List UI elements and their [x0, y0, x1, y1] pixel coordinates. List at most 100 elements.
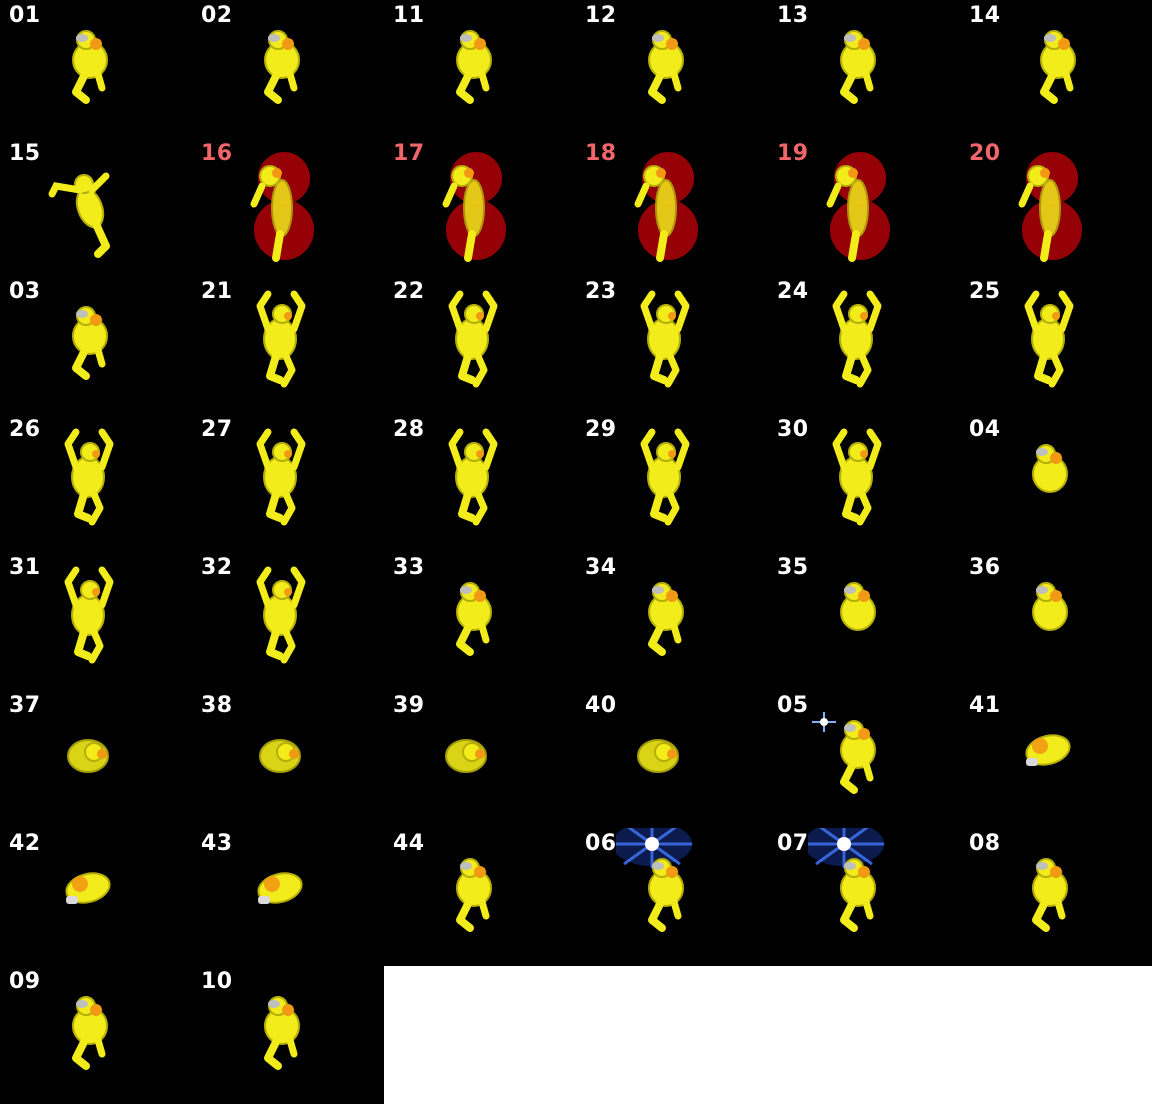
- flash-icon: [616, 828, 692, 868]
- frame-number: 34: [585, 555, 617, 580]
- sprite-frame-icon: [832, 290, 882, 388]
- character-sprite: [1032, 444, 1068, 493]
- character-sprite: [832, 428, 882, 526]
- sprite-frame-icon: [64, 566, 114, 664]
- frame-number: 25: [969, 279, 1001, 304]
- frame-cell: 27: [192, 414, 384, 552]
- sprite-frame-icon: [250, 152, 314, 262]
- frame-number: 41: [969, 693, 1001, 718]
- frame-cell: 02: [192, 0, 384, 138]
- frame-cell: 09: [0, 966, 192, 1104]
- sprite-frame-icon: [648, 30, 684, 104]
- sprite-frame-icon: [456, 582, 492, 656]
- character-sprite: [840, 858, 876, 932]
- character-sprite: [634, 165, 677, 262]
- frame-number: 01: [9, 3, 41, 28]
- empty-area: [384, 966, 1152, 1104]
- sprite-frame-icon: [1024, 290, 1074, 388]
- sprite-frame-icon: [840, 30, 876, 104]
- flash-icon: [808, 828, 884, 868]
- frame-cell: 03: [0, 276, 192, 414]
- sprite-frame-icon: [640, 290, 690, 388]
- character-sprite: [445, 739, 487, 773]
- character-sprite: [637, 739, 679, 773]
- character-sprite: [826, 165, 869, 262]
- sprite-frame-icon: [1032, 444, 1068, 493]
- frame-number: 13: [777, 3, 809, 28]
- sprite-frame-icon: [67, 739, 109, 773]
- sprite-frame-icon: [448, 428, 498, 526]
- sprite-frame-icon: [257, 872, 303, 904]
- frame-number: 22: [393, 279, 425, 304]
- sprite-frame-icon: [442, 152, 506, 262]
- sprite-frame-icon: [1032, 582, 1068, 631]
- character-sprite: [648, 582, 684, 656]
- character-sprite: [1025, 734, 1071, 766]
- character-sprite: [640, 428, 690, 526]
- sprite-frame-icon: [448, 290, 498, 388]
- sprite-frame-icon: [1018, 152, 1082, 262]
- frame-number: 37: [9, 693, 41, 718]
- frame-number: 03: [9, 279, 41, 304]
- frame-cell: 12: [576, 0, 768, 138]
- frame-number: 43: [201, 831, 233, 856]
- frame-number: 15: [9, 141, 41, 166]
- character-sprite: [840, 30, 876, 104]
- frame-number: 42: [9, 831, 41, 856]
- character-sprite: [648, 30, 684, 104]
- frame-cell: 41: [960, 690, 1152, 828]
- frame-number: 32: [201, 555, 233, 580]
- sprite-frame-icon: [256, 428, 306, 526]
- character-sprite: [1032, 858, 1068, 932]
- character-sprite: [264, 30, 300, 104]
- frame-cell: 08: [960, 828, 1152, 966]
- character-sprite: [72, 306, 108, 380]
- frame-number: 33: [393, 555, 425, 580]
- frame-cell: 16: [192, 138, 384, 276]
- frame-number: 30: [777, 417, 809, 442]
- frame-cell: 38: [192, 690, 384, 828]
- frame-number: 09: [9, 969, 41, 994]
- frame-number: 44: [393, 831, 425, 856]
- frame-number: 21: [201, 279, 233, 304]
- frame-number: 24: [777, 279, 809, 304]
- sprite-frame-icon: [812, 712, 876, 794]
- character-sprite: [259, 739, 301, 773]
- frame-number: 38: [201, 693, 233, 718]
- character-sprite: [456, 582, 492, 656]
- frame-cell: 05: [768, 690, 960, 828]
- frame-number: 20: [969, 141, 1001, 166]
- frame-cell: 14: [960, 0, 1152, 138]
- frame-number: 16: [201, 141, 233, 166]
- frame-number: 11: [393, 3, 425, 28]
- frame-cell: 33: [384, 552, 576, 690]
- sprite-frame-icon: [445, 739, 487, 773]
- frame-cell: 10: [192, 966, 384, 1104]
- sprite-frame-icon: [65, 872, 111, 904]
- character-sprite: [648, 858, 684, 932]
- character-sprite: [256, 566, 306, 664]
- sprite-frame-icon: [808, 828, 884, 932]
- character-sprite: [67, 739, 109, 773]
- frame-number: 08: [969, 831, 1001, 856]
- frame-cell: 15: [0, 138, 192, 276]
- character-sprite: [1018, 165, 1061, 262]
- frame-number: 31: [9, 555, 41, 580]
- character-sprite: [64, 428, 114, 526]
- sprite-frame-icon: [259, 739, 301, 773]
- character-sprite: [250, 165, 293, 262]
- character-sprite: [256, 290, 306, 388]
- sprite-frame-icon: [1032, 858, 1068, 932]
- frame-cell: 44: [384, 828, 576, 966]
- sprite-frame-icon: [840, 582, 876, 631]
- character-sprite: [48, 172, 110, 258]
- sprite-frame-icon: [72, 306, 108, 380]
- frame-cell: 32: [192, 552, 384, 690]
- frame-cell: 35: [768, 552, 960, 690]
- sprite-frame-icon: [616, 828, 692, 932]
- frame-number: 04: [969, 417, 1001, 442]
- character-sprite: [264, 996, 300, 1070]
- sprite-frame-icon: [264, 996, 300, 1070]
- frame-number: 35: [777, 555, 809, 580]
- frame-cell: 19: [768, 138, 960, 276]
